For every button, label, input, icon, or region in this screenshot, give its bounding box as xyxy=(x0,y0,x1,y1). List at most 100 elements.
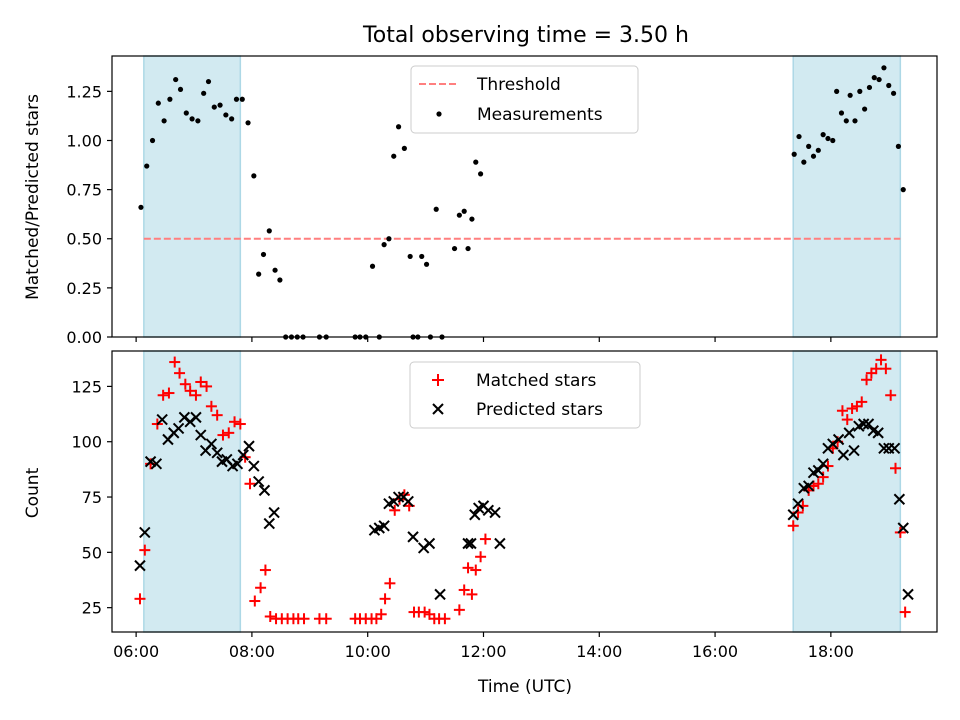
bottom-series-0-point-0 xyxy=(134,593,146,605)
top-series-0-point-76 xyxy=(881,65,887,71)
bottom-series-1-point-63 xyxy=(872,427,884,439)
bottom-series-1-point-33 xyxy=(402,495,414,508)
bottom-series-0-point-52 xyxy=(453,604,465,616)
top-series-0-point-56 xyxy=(477,171,484,177)
bottom-series-1-point-13 xyxy=(205,438,218,450)
bottom-series-1-point-45 xyxy=(494,537,506,550)
bottom-series-0-point-71 xyxy=(846,403,858,415)
top-series-0-point-60 xyxy=(806,143,812,149)
top-series-0-point-70 xyxy=(852,118,858,124)
bottom-series-0-point-9 xyxy=(184,385,196,397)
bottom-x-tick-label-0: 06:00 xyxy=(113,642,159,661)
bottom-series-0-point-38 xyxy=(375,608,387,620)
bottom-series-0-point-32 xyxy=(320,613,332,625)
top-y-tick-label-2: 0.50 xyxy=(66,230,102,249)
top-legend: Threshold Measurements xyxy=(410,65,639,134)
bottom-series-1-point-24 xyxy=(263,517,275,530)
top-series-0-point-14 xyxy=(217,102,223,108)
bottom-series-1-point-25 xyxy=(268,506,280,519)
bottom-series-1-point-38 xyxy=(462,537,474,550)
bottom-series-1-point-22 xyxy=(252,475,265,488)
bottom-series-0-point-65 xyxy=(817,471,829,483)
top-series-0-point-51 xyxy=(456,212,462,218)
top-series-0-point-9 xyxy=(189,116,195,122)
top-series-0-point-80 xyxy=(900,187,906,193)
bottom-series-0-point-81 xyxy=(894,526,906,538)
bottom-series-0-point-77 xyxy=(875,354,887,366)
top-series-0-point-20 xyxy=(251,173,257,179)
bottom-series-0-point-22 xyxy=(255,582,267,594)
top-series-0-point-65 xyxy=(830,137,836,144)
top-series-0-point-4 xyxy=(161,118,167,124)
bottom-series-0-point-23 xyxy=(259,564,271,576)
top-series-0-point-38 xyxy=(386,236,392,242)
bottom-series-0-point-30 xyxy=(298,613,310,625)
bottom-x-tick-label-6: 18:00 xyxy=(808,642,854,661)
top-series-0-point-18 xyxy=(239,96,245,102)
bottom-series-1-point-31 xyxy=(392,491,405,503)
top-series-0-point-71 xyxy=(857,88,863,94)
bottom-series-0-point-69 xyxy=(836,405,848,417)
bottom-series-1-point-58 xyxy=(848,444,860,457)
bottom-series-1-point-46 xyxy=(787,509,799,521)
top-series-0-point-6 xyxy=(173,76,179,83)
bottom-y-tick-label-2: 75 xyxy=(82,488,102,507)
bottom-series-0-point-47 xyxy=(419,606,431,618)
bottom-series-0-point-58 xyxy=(479,533,491,545)
bottom-series-0-point-7 xyxy=(174,367,186,379)
top-series-0-point-8 xyxy=(183,110,189,116)
bottom-series-1-point-57 xyxy=(843,427,855,439)
bottom-series-1-point-51 xyxy=(812,464,825,477)
legend-matched-label: Matched stars xyxy=(476,371,596,391)
bottom-axes: 06:00 08:00 10:00 12:00 14:00 16:00 18:00 25 50 7… xyxy=(71,350,938,661)
top-series-0-point-12 xyxy=(205,78,212,85)
top-series-0-point-3 xyxy=(155,100,161,106)
top-axes-frame xyxy=(111,55,938,338)
bottom-series-1-point-0 xyxy=(134,559,146,572)
bottom-series-0-point-24 xyxy=(264,611,276,623)
bottom-series-0-point-40 xyxy=(384,577,396,589)
top-series-0-point-78 xyxy=(890,90,897,96)
bottom-series-1-point-60 xyxy=(857,418,870,430)
bottom-series-0-point-78 xyxy=(880,363,892,375)
bottom-series-1-point-52 xyxy=(817,458,829,470)
top-series-0-point-45 xyxy=(419,253,425,260)
bottom-series-1-point-4 xyxy=(156,413,168,426)
bottom-series-0-point-16 xyxy=(223,427,235,439)
top-series-0-point-11 xyxy=(201,90,207,96)
bottom-panel: 06:00 08:00 10:00 12:00 14:00 16:00 18:00 25 50 7… xyxy=(23,350,938,697)
bottom-series-1-point-3 xyxy=(150,458,163,470)
bottom-series-0-point-20 xyxy=(244,478,256,490)
top-y-tick-label-1: 0.25 xyxy=(66,279,102,298)
top-series-0-point-13 xyxy=(211,104,217,110)
bottom-series-0-point-10 xyxy=(190,389,202,401)
top-series-0-point-75 xyxy=(876,76,882,83)
top-series-0-point-64 xyxy=(825,135,831,142)
bottom-series-1-point-14 xyxy=(211,447,223,459)
top-series-0-point-23 xyxy=(266,228,272,234)
bottom-series-1-point-20 xyxy=(243,440,255,452)
bottom-x-tick-label-2: 10:00 xyxy=(345,642,391,661)
top-series-0-point-25 xyxy=(277,277,283,283)
top-y-tick-label-0: 0.00 xyxy=(66,328,102,347)
bottom-series-1-point-10 xyxy=(190,411,202,424)
bottom-series-0-point-73 xyxy=(856,396,868,408)
bottom-series-0-point-53 xyxy=(458,584,470,596)
top-series-0-point-57 xyxy=(791,151,797,157)
top-series-0-point-48 xyxy=(433,206,439,212)
bottom-series-0-point-54 xyxy=(462,562,474,574)
bottom-series-0-point-1 xyxy=(139,544,151,556)
bottom-series-0-point-41 xyxy=(389,504,401,516)
top-series-0-point-46 xyxy=(423,261,430,267)
bottom-series-0-point-11 xyxy=(195,376,207,388)
top-series-0-point-17 xyxy=(233,96,240,102)
bottom-series-1-point-61 xyxy=(862,418,875,430)
bottom-series-1-point-68 xyxy=(897,522,909,534)
top-axes: 0.00 0.25 0.50 0.75 1.00 1.25 xyxy=(66,55,938,347)
bottom-series-0-point-6 xyxy=(169,356,181,368)
bottom-series-1-point-47 xyxy=(792,497,804,510)
bottom-points xyxy=(134,354,914,625)
legend-threshold-label: Threshold xyxy=(476,75,561,95)
top-series-0-point-62 xyxy=(815,147,821,153)
top-series-0-point-58 xyxy=(796,133,802,140)
